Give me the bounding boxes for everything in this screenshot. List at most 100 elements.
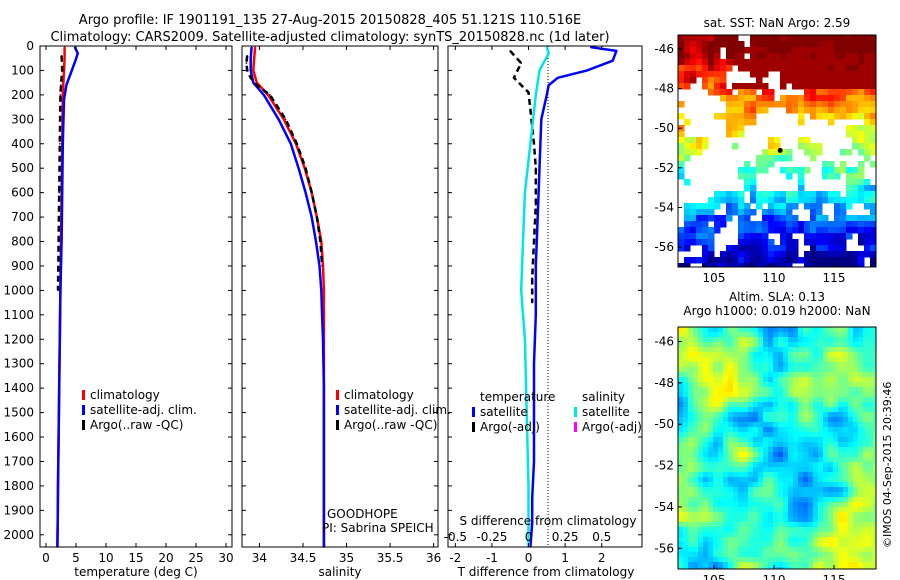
sla-cell xyxy=(778,537,784,543)
sst-cell xyxy=(828,77,835,84)
sst-cell xyxy=(780,233,787,240)
sla-cell xyxy=(738,482,744,488)
salinity-data-point xyxy=(255,84,258,86)
sla-cell xyxy=(858,542,864,548)
difference-x2tick-label: 0.25 xyxy=(552,530,579,544)
sst-cell xyxy=(684,233,691,240)
sst-map-ytick-label: -54 xyxy=(654,201,674,215)
sla-cell xyxy=(683,552,689,558)
sla-cell xyxy=(798,527,804,533)
sst-cell xyxy=(690,65,697,72)
salinity-data-point xyxy=(249,69,252,72)
sla-cell xyxy=(873,377,876,383)
sla-cell xyxy=(703,447,709,453)
sla-cell xyxy=(848,427,854,433)
sst-cell xyxy=(738,215,745,222)
sst-cell xyxy=(756,59,763,66)
sla-cell xyxy=(758,532,764,538)
sla-cell xyxy=(748,367,754,373)
sla-cell xyxy=(793,382,799,388)
sla-cell xyxy=(858,552,864,558)
sst-cell xyxy=(804,233,811,240)
sla-cell xyxy=(788,532,794,538)
depth-tick-label: 900 xyxy=(11,259,34,273)
difference-legend-label: Argo(-adj) xyxy=(582,420,642,434)
sla-cell xyxy=(758,457,764,463)
sst-cell xyxy=(870,227,876,234)
sla-cell xyxy=(713,477,719,483)
sst-cell xyxy=(714,197,721,204)
sla-cell xyxy=(858,472,864,478)
sla-cell xyxy=(858,537,864,543)
sla-cell xyxy=(823,372,829,378)
sla-cell xyxy=(833,342,839,348)
sst-cell xyxy=(780,59,787,66)
sla-cell xyxy=(833,492,839,498)
sla-cell xyxy=(743,342,749,348)
sla-cell xyxy=(748,407,754,413)
sla-cell xyxy=(818,382,824,388)
sla-cell xyxy=(768,492,774,498)
sla-cell xyxy=(743,547,749,553)
sst-cell xyxy=(804,35,811,42)
sst-cell xyxy=(864,35,871,42)
sst-map-xtick-label: 115 xyxy=(823,271,846,285)
difference-data-point xyxy=(509,50,512,52)
sla-cell xyxy=(753,477,759,483)
salinity-series-line-1 xyxy=(249,47,326,547)
sst-cell xyxy=(714,83,721,90)
sst-cell xyxy=(744,185,751,192)
sst-cell xyxy=(792,35,799,42)
sla-cell xyxy=(828,347,834,353)
sla-cell xyxy=(723,547,729,553)
sla-cell xyxy=(798,372,804,378)
sla-cell xyxy=(828,497,834,503)
sla-cell xyxy=(858,437,864,443)
sla-cell xyxy=(678,502,684,508)
sla-cell xyxy=(783,477,789,483)
sla-cell xyxy=(683,407,689,413)
sla-cell xyxy=(838,537,844,543)
sst-cell xyxy=(870,251,876,258)
sla-cell xyxy=(803,467,809,473)
sla-cell xyxy=(803,462,809,468)
sla-cell xyxy=(838,387,844,393)
sst-cell xyxy=(702,263,709,267)
sst-cell xyxy=(846,233,853,240)
sla-cell xyxy=(783,527,789,533)
sla-cell xyxy=(763,532,769,538)
sla-cell xyxy=(788,357,794,363)
sla-cell xyxy=(773,337,779,343)
sla-cell xyxy=(773,417,779,423)
sla-cell xyxy=(868,402,874,408)
sla-cell xyxy=(733,567,739,569)
sla-cell xyxy=(723,447,729,453)
sla-cell xyxy=(728,402,734,408)
sla-cell xyxy=(758,467,764,473)
sla-cell xyxy=(873,497,876,503)
salinity-data-point xyxy=(323,387,325,389)
sla-cell xyxy=(868,382,874,388)
sla-cell xyxy=(743,402,749,408)
sst-cell xyxy=(786,227,793,234)
sla-cell xyxy=(758,397,764,403)
sst-cell xyxy=(702,47,709,54)
sla-cell xyxy=(833,537,839,543)
sla-cell xyxy=(853,362,859,368)
sla-cell xyxy=(863,477,869,483)
sla-cell xyxy=(823,452,829,458)
sst-cell xyxy=(816,197,823,204)
sst-cell xyxy=(822,89,829,96)
sla-cell xyxy=(838,512,844,518)
sla-cell xyxy=(723,502,729,508)
sla-cell xyxy=(853,457,859,463)
sla-cell xyxy=(808,517,814,523)
sla-cell xyxy=(848,562,854,568)
sla-cell xyxy=(738,477,744,483)
sla-cell xyxy=(793,387,799,393)
sst-cell xyxy=(810,113,817,120)
sla-cell xyxy=(713,412,719,418)
sla-cell xyxy=(693,492,699,498)
sla-cell xyxy=(808,442,814,448)
sla-cell xyxy=(843,382,849,388)
